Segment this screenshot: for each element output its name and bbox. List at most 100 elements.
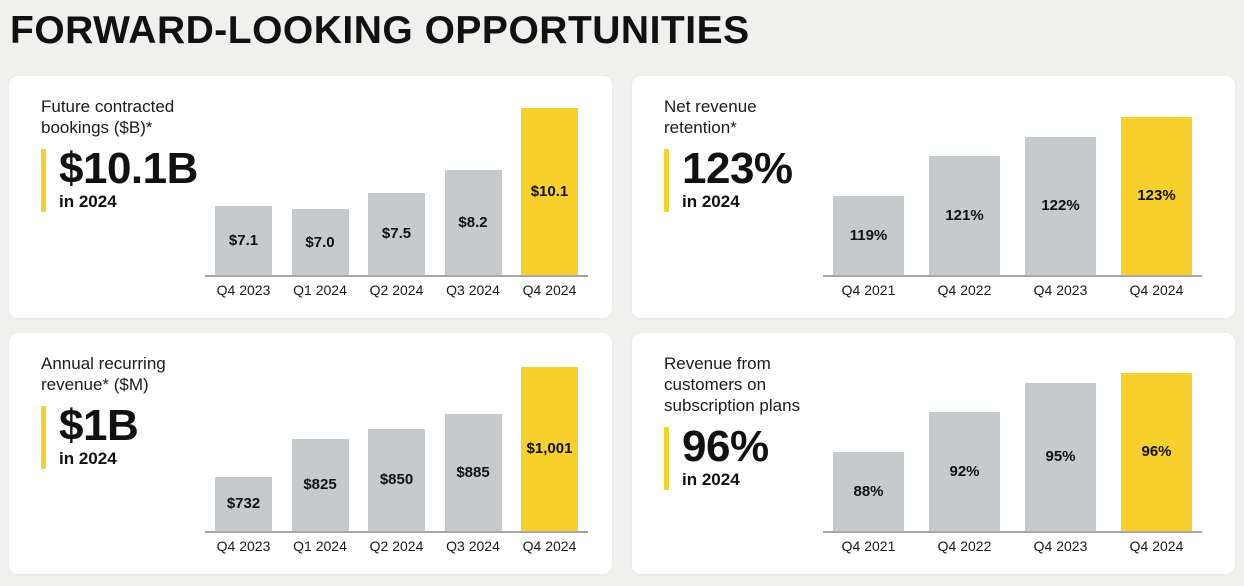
accent-bar [41,405,46,470]
bar-value-label: $1,001 [526,440,573,458]
category-label: Q2 2024 [369,281,424,298]
category-label: Q4 2022 [937,281,992,298]
x-axis-line [205,274,588,277]
card-annual-recurring-revenue: Annual recurring revenue* ($M) $1B in 20… [8,331,613,575]
category-label: Q4 2023 [1033,281,1088,298]
category-labels: Q4 2023 Q1 2024 Q2 2024 Q3 2024 Q4 2024 [205,282,588,298]
x-axis-line [823,530,1202,533]
stat-text: 96% in 2024 [682,421,769,490]
bar-value-label: $885 [456,464,490,482]
stat-caption: in 2024 [59,192,117,212]
stat-block: 123% in 2024 [664,143,1235,213]
bar-value-label: 123% [1137,187,1176,205]
bar-q2-2024: $7.5 [368,193,425,275]
bar-value-label: $10.1 [530,182,569,200]
cards-grid: Future contracted bookings ($B)* $10.1B … [8,74,1236,575]
bar-q4-2023: 122% [1025,136,1096,275]
stat-block: $1B in 2024 [41,400,612,470]
x-axis-line [205,530,588,533]
bar-value-label: $850 [379,471,414,489]
category-label: Q4 2023 [1033,537,1088,554]
bar-value-label: $7.5 [381,225,412,243]
bar-value-label: 122% [1041,197,1080,215]
category-label: Q4 2021 [841,281,896,298]
bar-q4-2024: 96% [1121,372,1192,531]
stat-caption: in 2024 [59,449,117,469]
bar-value-label: 119% [849,226,888,244]
slide: FORWARD-LOOKING OPPORTUNITIES Future con… [8,9,1236,575]
stat-text: 123% in 2024 [682,143,793,212]
page-title: FORWARD-LOOKING OPPORTUNITIES [10,9,750,52]
bar-q3-2024: $885 [444,414,502,531]
bar-value-label: $7.0 [305,233,335,251]
accent-bar [664,426,669,491]
category-label: Q4 2024 [522,537,577,554]
stat-value: 123% [682,143,793,193]
bar-value-label: $732 [226,495,261,513]
category-labels: Q4 2021 Q4 2022 Q4 2023 Q4 2024 [823,538,1202,554]
bar-q3-2024: $8.2 [444,170,502,275]
bar-chart-future-contracted-bookings: $7.1 $7.0 $7.5 $8.2 $10.1 Q4 2023 Q1 2024 Q2 2… [205,107,588,298]
bar-q4-2021: 88% [833,451,904,531]
accent-bar [664,148,669,213]
bar-q4-2022: 92% [929,412,1000,531]
card-future-contracted-bookings: Future contracted bookings ($B)* $10.1B … [8,74,613,319]
bar-value-label: 121% [945,207,984,225]
bars: $732 $825 $850 $885 $1,001 [205,366,588,531]
bar-value-label: 88% [853,482,884,500]
bar-chart-annual-recurring-revenue: $732 $825 $850 $885 $1,001 Q4 2023 Q1 2024 Q2 … [205,366,588,554]
card-label: Net revenue retention* [664,96,757,137]
bar-q4-2024: 123% [1121,116,1192,275]
accent-bar [41,148,46,213]
bar-value-label: 96% [1141,443,1172,461]
category-label: Q4 2024 [1129,281,1184,298]
category-labels: Q4 2023 Q1 2024 Q2 2024 Q3 2024 Q4 2024 [205,538,588,554]
card-net-revenue-retention: Net revenue retention* 123% in 2024 119%… [631,74,1236,319]
card-label: Revenue from customers on subscription p… [664,353,801,415]
stat-value: 96% [682,421,769,471]
card-label: Annual recurring revenue* ($M) [41,353,166,394]
category-label: Q2 2024 [369,537,424,554]
bar-value-label: $8.2 [458,214,488,231]
bar-q4-2023: $732 [215,476,272,531]
card-label: Future contracted bookings ($B)* [41,96,175,137]
bar-value-label: 92% [949,463,980,481]
category-label: Q3 2024 [446,281,500,298]
bar-value-label: $825 [303,476,337,494]
stat-text: $10.1B in 2024 [59,143,198,212]
bars: $7.1 $7.0 $7.5 $8.2 $10.1 [205,107,588,275]
bars: 88% 92% 95% 96% [823,372,1202,531]
category-labels: Q4 2021 Q4 2022 Q4 2023 Q4 2024 [823,282,1202,298]
bar-q2-2024: $850 [368,428,425,531]
stat-caption: in 2024 [682,470,740,490]
category-label: Q3 2024 [446,537,500,554]
bar-q4-2021: 119% [833,195,904,275]
stat-text: $1B in 2024 [59,400,139,469]
stat-value: $10.1B [59,143,198,193]
category-label: Q4 2023 [216,537,271,554]
bar-q4-2022: 121% [929,156,1000,275]
card-subscription-revenue: Revenue from customers on subscription p… [631,331,1236,575]
bars: 119% 121% 122% 123% [823,116,1202,275]
stat-block: $10.1B in 2024 [41,143,612,213]
stat-caption: in 2024 [682,192,740,212]
stat-block: 96% in 2024 [664,421,1235,491]
category-label: Q1 2024 [293,281,347,298]
bar-q4-2024: $1,001 [521,366,578,531]
bar-q4-2023: 95% [1025,382,1096,531]
category-label: Q4 2021 [841,537,896,554]
category-label: Q4 2024 [522,281,577,298]
bar-q1-2024: $7.0 [291,209,349,275]
x-axis-line [823,274,1202,277]
category-label: Q1 2024 [293,537,347,554]
bar-value-label: 95% [1045,448,1076,466]
category-label: Q4 2022 [937,537,992,554]
category-label: Q4 2024 [1129,537,1184,554]
category-label: Q4 2023 [216,281,271,298]
bar-q4-2023: $7.1 [215,206,272,275]
bar-chart-subscription-revenue: 88% 92% 95% 96% Q4 2021 Q4 2022 Q4 2023 Q4 202… [823,372,1202,554]
bar-chart-net-revenue-retention: 119% 121% 122% 123% Q4 2021 Q4 2022 Q4 2023 Q4… [823,116,1202,298]
bar-q1-2024: $825 [291,438,349,531]
stat-value: $1B [59,400,139,450]
bar-q4-2024: $10.1 [521,107,578,275]
